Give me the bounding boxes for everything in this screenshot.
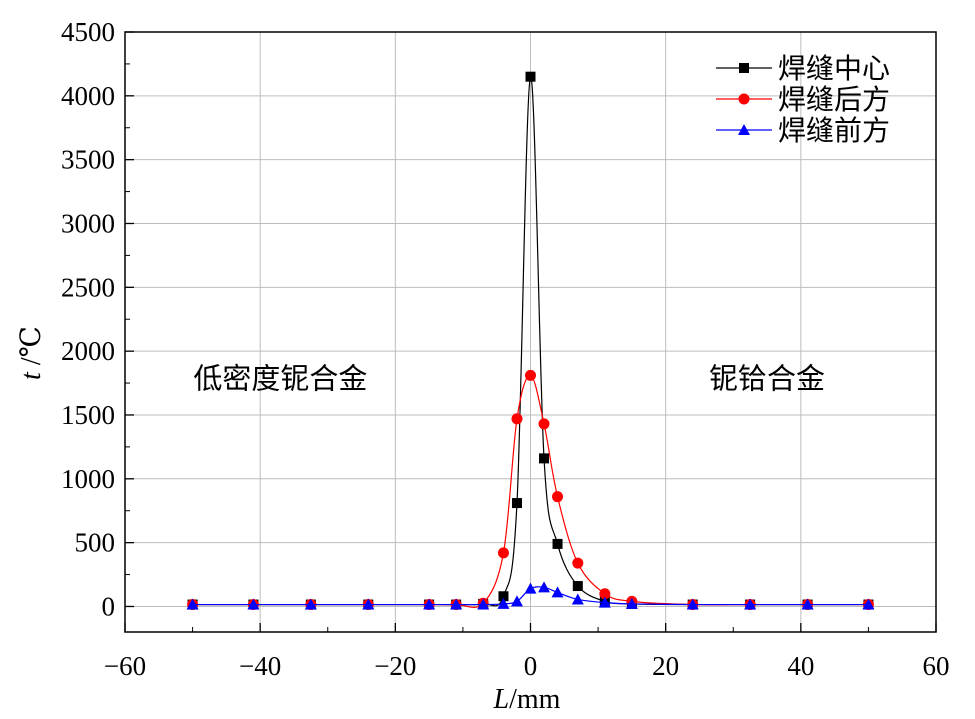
data-point	[572, 581, 583, 592]
data-point	[247, 598, 260, 610]
data-point	[686, 598, 699, 610]
y-tick-label: 1500	[61, 400, 115, 430]
x-tick-label: 20	[652, 651, 679, 681]
data-point	[497, 597, 510, 609]
data-point	[571, 593, 584, 605]
legend-item-weld-center: 焊缝中心	[716, 52, 890, 85]
x-tick-label: −20	[374, 651, 416, 681]
data-point	[538, 581, 551, 593]
legend-label-weld-center: 焊缝中心	[778, 52, 890, 85]
y-tick-label: 4500	[61, 17, 115, 47]
x-tick-label: 40	[787, 651, 814, 681]
data-point	[186, 598, 199, 610]
x-tick-label: 60	[923, 651, 950, 681]
tick-labels: −60 −40 −20 0 20 40 60 0 500 1000 1500 2000 2500 3000…	[61, 17, 950, 681]
data-point	[525, 369, 536, 381]
data-point	[801, 598, 814, 610]
y-tick-label: 500	[75, 528, 116, 558]
legend-marker-weld-front	[738, 124, 750, 135]
data-point	[572, 557, 584, 569]
data-point	[511, 498, 522, 509]
y-tick-label: 4000	[61, 81, 115, 111]
y-tick-label: 1000	[61, 464, 115, 494]
annotations: 低密度铌合金 铌铪合金	[193, 362, 825, 396]
y-tick-label: 3000	[61, 208, 115, 238]
data-point	[551, 586, 564, 598]
y-tick-label: 2000	[61, 336, 115, 366]
series-2	[186, 581, 875, 610]
legend-label-weld-rear: 焊缝后方	[778, 83, 890, 116]
legend: 焊缝中心 焊缝后方 焊缝前方	[716, 52, 890, 147]
legend-marker-weld-center	[739, 63, 749, 73]
data-point	[423, 598, 436, 610]
data-point	[539, 453, 550, 464]
y-axis-title: t /℃	[16, 326, 47, 380]
data-point	[599, 588, 611, 600]
legend-marker-weld-rear	[738, 93, 750, 105]
data-point	[362, 598, 375, 610]
data-point	[497, 547, 509, 559]
data-point	[477, 598, 490, 610]
legend-item-weld-rear: 焊缝后方	[716, 83, 890, 116]
grid	[125, 32, 936, 632]
ticks	[124, 31, 937, 632]
data-point	[552, 538, 563, 549]
data-point	[625, 597, 638, 609]
data-point	[744, 598, 757, 610]
series-layer	[186, 71, 875, 611]
legend-label-weld-front: 焊缝前方	[778, 114, 890, 147]
annotation-low-density-niobium-alloy: 低密度铌合金	[193, 362, 367, 396]
data-point	[450, 598, 463, 610]
x-tick-label: −40	[239, 651, 281, 681]
data-point	[304, 598, 317, 610]
data-point	[524, 582, 537, 594]
x-tick-label: −60	[104, 651, 146, 681]
data-point	[598, 596, 611, 608]
data-point	[498, 591, 509, 602]
legend-item-weld-front: 焊缝前方	[716, 114, 890, 147]
y-tick-label: 2500	[61, 272, 115, 302]
data-point	[511, 413, 523, 425]
data-point	[510, 595, 523, 607]
y-tick-label: 0	[102, 591, 116, 621]
data-point	[525, 71, 536, 82]
x-axis-title: L/mm	[493, 684, 561, 715]
y-tick-label: 3500	[61, 145, 115, 175]
annotation-niobium-hafnium-alloy: 铌铪合金	[709, 362, 825, 396]
data-point	[552, 491, 564, 503]
data-point	[862, 598, 875, 610]
data-point	[538, 418, 550, 430]
x-tick-label: 0	[524, 651, 538, 681]
